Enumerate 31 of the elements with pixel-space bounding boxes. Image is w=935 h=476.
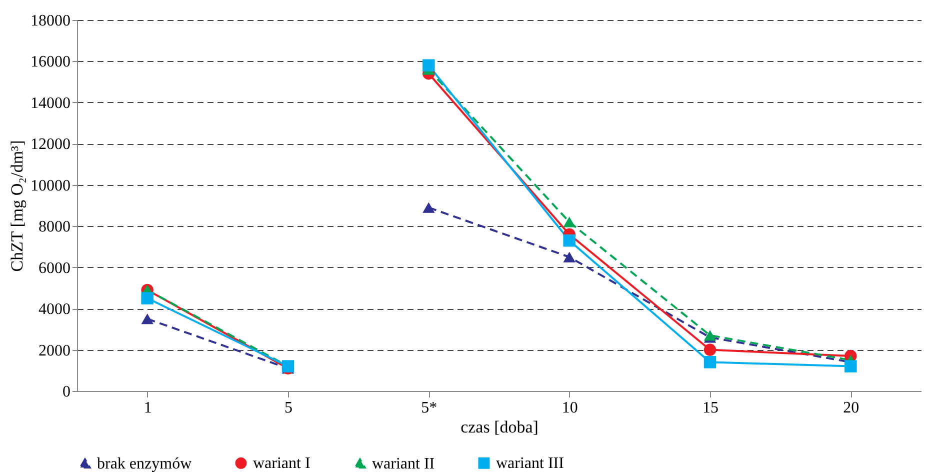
x-tick-label: 5* [421,400,438,416]
point [844,360,857,372]
y-tick-label: 14000 [30,94,70,112]
y-tick-label: 16000 [30,54,70,71]
x-tick-label: 1 [144,400,152,416]
legend-label: wariant II [372,455,435,472]
point [141,292,154,304]
legend-label: wariant III [496,455,564,472]
y-tick-label: 0 [62,384,70,400]
x-axis-title: czas [doba] [460,418,538,436]
point [563,252,576,262]
point [704,344,716,356]
y-tick-label: 4000 [38,301,70,318]
point [422,59,435,72]
x-tick-label: 10 [562,400,578,416]
y-tick-label: 8000 [38,218,70,236]
x-tick-label: 20 [843,400,860,416]
y-tick-label: 10000 [30,177,70,194]
legend-label: wariant I [253,455,310,472]
point [563,234,576,247]
point [422,202,435,213]
y-tick-label: 6000 [38,260,70,277]
y-axis-title: ChZT [mg O₂/dm³] [8,140,26,272]
x-tick-label: 15 [702,400,718,416]
y-tick-label: 12000 [30,136,70,154]
point [563,216,576,228]
y-tick-label: 2000 [38,342,70,360]
point [704,356,716,368]
x-tick-label: 5 [284,400,292,416]
y-tick-label: 18000 [30,12,70,30]
legend-label: brak enzymów [97,455,192,472]
